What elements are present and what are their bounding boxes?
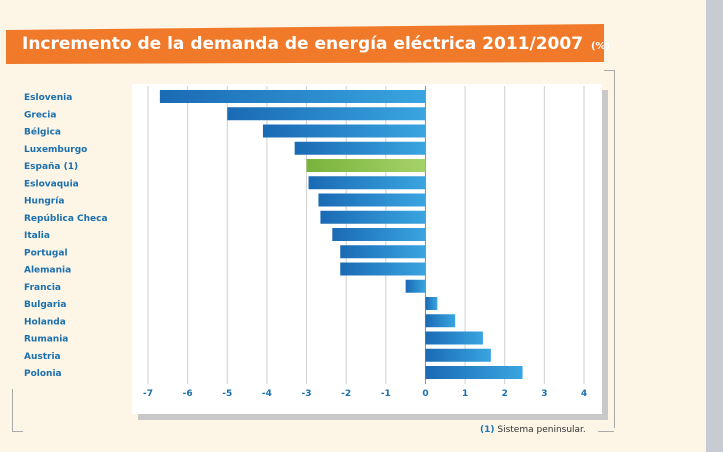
bar <box>405 279 426 293</box>
category-label: Italia <box>24 231 50 241</box>
title-banner <box>6 24 604 64</box>
bar <box>340 262 426 276</box>
category-label: Eslovaquia <box>24 179 79 189</box>
x-tick-label: 3 <box>541 389 547 399</box>
footnote-marker: (1) <box>480 425 495 435</box>
x-tick-label: 1 <box>462 389 468 399</box>
bar <box>425 348 491 362</box>
bars <box>159 90 523 379</box>
footnote: (1) Sistema peninsular. <box>480 425 586 435</box>
bar <box>227 107 426 121</box>
category-label: Luxemburgo <box>24 145 87 155</box>
bar <box>425 366 523 379</box>
x-tick-label: -6 <box>183 389 193 399</box>
bar <box>425 297 438 310</box>
x-tick-label: 0 <box>422 389 428 399</box>
bar <box>294 141 426 155</box>
bar <box>262 124 426 138</box>
bar <box>159 90 426 103</box>
frame-bracket-top-right <box>604 70 615 428</box>
category-label: Francia <box>24 283 61 293</box>
category-label: Alemania <box>24 266 71 276</box>
x-tick-label: -5 <box>222 389 232 399</box>
category-label: España (1) <box>24 162 78 172</box>
bar <box>318 193 426 207</box>
frame-bracket-bottom-left <box>12 389 23 432</box>
category-labels: Eslovenia Grecia Bélgica Luxemburgo España (… <box>24 93 108 379</box>
x-tick-label: -3 <box>302 389 312 399</box>
x-tick-label: -1 <box>381 389 391 399</box>
x-tick-label: 2 <box>502 389 508 399</box>
category-label: Portugal <box>24 248 68 258</box>
x-tick-label: 4 <box>581 389 587 399</box>
category-label: Rumania <box>24 335 68 345</box>
category-label: Bélgica <box>24 127 61 138</box>
frame-bracket-bottom-right <box>598 431 614 432</box>
category-label: República Checa <box>24 214 108 224</box>
chart-title-text: Incremento de la demanda de energía eléc… <box>22 34 584 54</box>
x-tick-label: -4 <box>262 389 272 399</box>
bar <box>425 331 483 345</box>
chart-title-unit: (%) <box>590 41 611 52</box>
category-label: Bulgaria <box>24 300 66 310</box>
category-label: Austria <box>24 352 61 362</box>
category-label: Polonia <box>24 369 62 379</box>
category-label: Hungría <box>24 197 64 207</box>
category-label: Eslovenia <box>24 93 72 103</box>
right-edge-strip <box>706 0 723 452</box>
bar <box>340 245 426 259</box>
category-label: Grecia <box>24 110 56 120</box>
x-tick-label: -7 <box>143 389 153 399</box>
bar <box>332 228 426 241</box>
chart-title: Incremento de la demanda de energía eléc… <box>22 34 610 54</box>
x-tick-labels: -7 -6 -5 -4 -3 -2 -1 0 1 2 3 4 <box>143 389 587 399</box>
bar <box>425 314 456 328</box>
category-label: Holanda <box>24 317 66 327</box>
bar <box>308 176 426 190</box>
footnote-text: Sistema peninsular. <box>497 425 586 435</box>
bar <box>320 210 426 224</box>
bar <box>306 159 426 172</box>
x-tick-label: -2 <box>341 389 351 399</box>
